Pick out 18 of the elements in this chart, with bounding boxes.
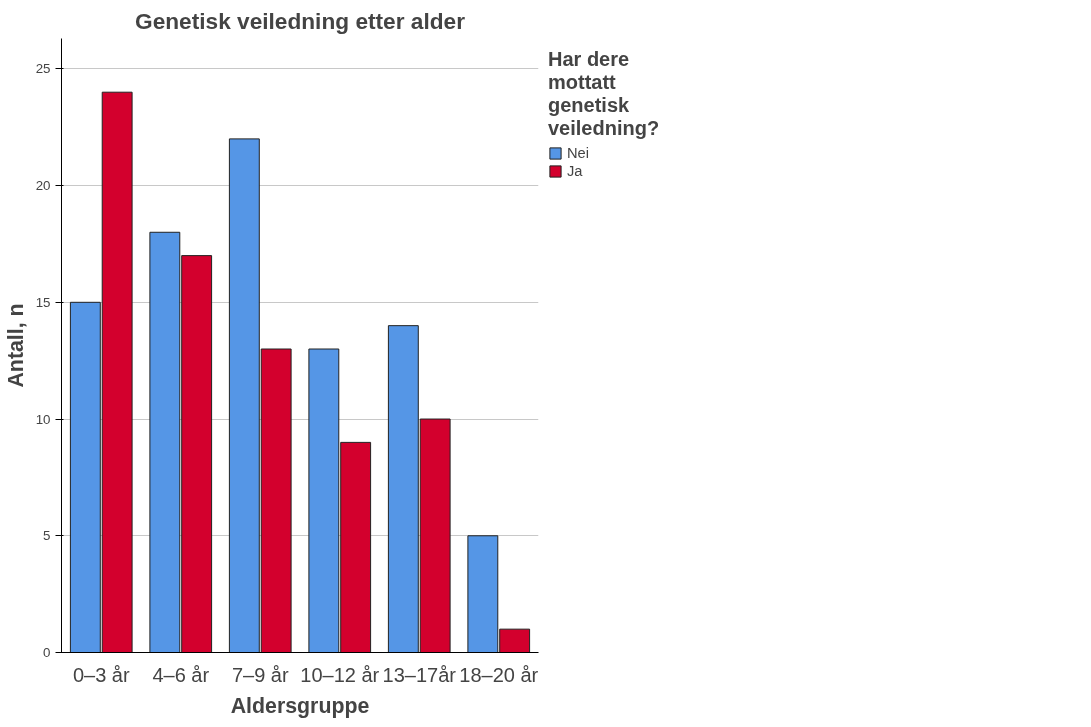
- y-tick-label: 5: [43, 528, 51, 544]
- y-tick-label: 10: [35, 411, 51, 427]
- x-tick-label: 4–6 år: [152, 663, 210, 686]
- x-tick-label: 0–3 år: [72, 663, 130, 686]
- y-tick-label: 15: [35, 294, 51, 310]
- y-axis-title: Antall, n: [3, 303, 28, 388]
- x-tick-label: 7–9 år: [231, 663, 289, 686]
- x-tick-label: 18–20 år: [459, 663, 539, 686]
- legend-title: Har dere mottatt genetisk veiledning?: [548, 48, 660, 140]
- x-axis-title: Aldersgruppe: [230, 693, 370, 718]
- chart-title: Genetisk veiledning etter alder: [135, 7, 466, 34]
- legend-label: Nei: [567, 145, 589, 161]
- x-tick-label: 10–12 år: [300, 663, 380, 686]
- x-tick-label: 13–17år: [382, 663, 457, 686]
- y-tick-label: 20: [35, 178, 51, 194]
- legend-label: Ja: [567, 163, 584, 179]
- y-tick-label: 0: [43, 645, 51, 660]
- y-tick-label: 25: [35, 61, 51, 77]
